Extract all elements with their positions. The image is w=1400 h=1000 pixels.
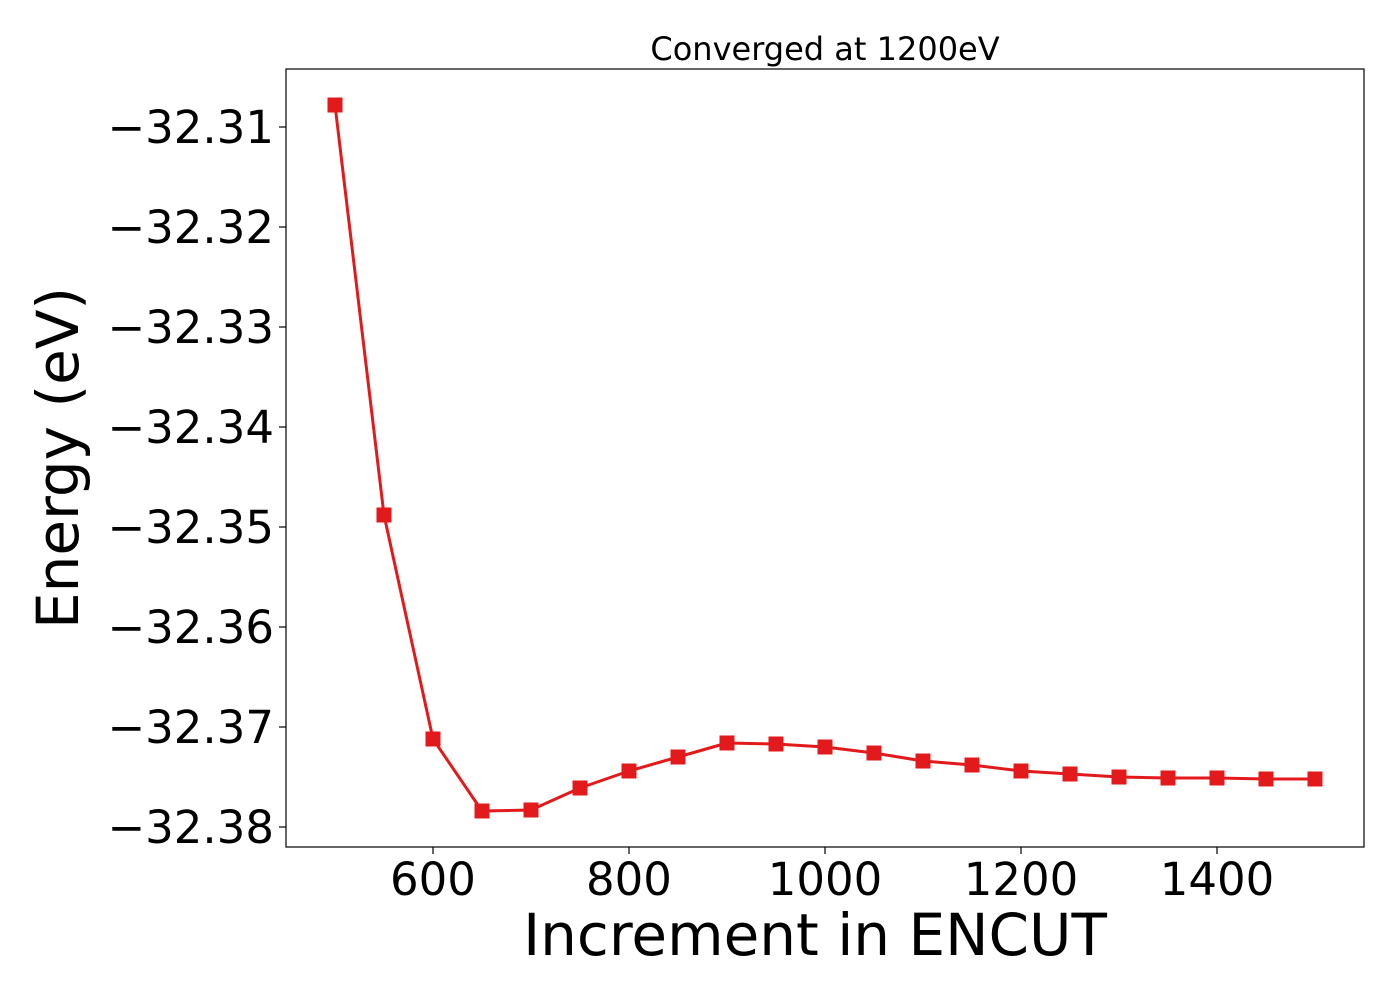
data-point-marker (474, 803, 490, 819)
y-tick-label: −32.38 (107, 801, 274, 854)
plot-layer (327, 97, 1323, 819)
data-point-marker (376, 507, 392, 523)
x-tick-label: 1400 (1160, 853, 1275, 906)
data-point-marker (1307, 771, 1323, 787)
data-point-marker (768, 736, 784, 752)
data-point-marker (621, 763, 637, 779)
x-tick-label: 1200 (964, 853, 1079, 906)
data-point-marker (964, 757, 980, 773)
data-point-marker (719, 735, 735, 751)
data-point-marker (866, 745, 882, 761)
data-point-marker (425, 731, 441, 747)
chart-title: Converged at 1200eV (650, 30, 999, 68)
y-axis: −32.31 −32.32 −32.33 −32.34 −32.35 −32.36 −32.… (107, 101, 286, 854)
data-point-marker (817, 739, 833, 755)
data-point-marker (523, 802, 539, 818)
x-tick-label: 1000 (768, 853, 883, 906)
data-point-marker (572, 780, 588, 796)
data-point-marker (1013, 763, 1029, 779)
x-tick-label: 800 (586, 853, 672, 906)
data-point-marker (1160, 770, 1176, 786)
data-point-marker (1258, 771, 1274, 787)
data-point-marker (915, 753, 931, 769)
x-axis-label: Increment in ENCUT (523, 901, 1107, 969)
data-point-marker (1111, 769, 1127, 785)
y-tick-label: −32.36 (107, 601, 274, 654)
x-tick-label: 600 (390, 853, 476, 906)
data-point-marker (327, 97, 343, 113)
y-tick-label: −32.31 (107, 101, 274, 154)
x-axis: 600 800 1000 1200 1400 (390, 847, 1274, 906)
y-tick-label: −32.37 (107, 701, 274, 754)
y-tick-label: −32.34 (107, 401, 274, 454)
data-point-marker (1062, 766, 1078, 782)
y-tick-label: −32.35 (107, 501, 274, 554)
y-tick-label: −32.32 (107, 201, 274, 254)
data-point-marker (1209, 770, 1225, 786)
y-axis-label: Energy (eV) (24, 287, 92, 629)
y-tick-label: −32.33 (107, 301, 274, 354)
data-point-marker (670, 749, 686, 765)
